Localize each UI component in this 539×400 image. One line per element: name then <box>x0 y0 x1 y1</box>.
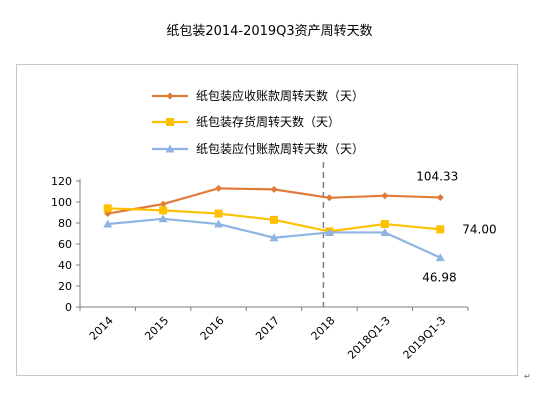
chart-frame <box>16 64 518 376</box>
legend-marker <box>165 144 175 153</box>
data-label: 74.00 <box>462 222 496 236</box>
data-point <box>325 194 333 202</box>
legend-marker <box>166 92 174 100</box>
x-tick-label: 2018 <box>309 314 338 343</box>
data-point <box>435 253 445 262</box>
data-point <box>324 227 334 236</box>
data-point <box>215 184 223 192</box>
x-tick-label: 2014 <box>87 314 116 343</box>
data-point <box>103 219 113 228</box>
data-point <box>381 192 389 200</box>
data-point <box>159 206 168 215</box>
y-tick-label: 120 <box>51 175 72 188</box>
data-label: 104.33 <box>416 169 458 183</box>
y-tick-label: 100 <box>51 196 72 209</box>
data-point <box>269 233 279 242</box>
data-point <box>270 185 278 193</box>
x-tick-label: 2018Q1-3 <box>345 314 393 362</box>
data-point <box>380 227 390 236</box>
legend-label: 纸包装应付账款周转天数（天） <box>196 141 364 156</box>
legend-label: 纸包装应收账款周转天数（天） <box>196 88 364 103</box>
data-label: 46.98 <box>422 271 456 285</box>
legend-marker <box>166 118 174 126</box>
data-point <box>214 209 223 218</box>
data-point <box>436 193 444 201</box>
data-point <box>436 225 445 234</box>
chart-title: 纸包装2014-2019Q3资产周转天数 <box>166 24 373 39</box>
y-tick-label: 20 <box>58 280 72 293</box>
data-point <box>380 220 389 229</box>
y-tick-label: 0 <box>65 301 72 314</box>
y-tick-label: 40 <box>58 259 72 272</box>
data-point <box>270 215 278 224</box>
x-tick-label: 2015 <box>142 314 171 343</box>
data-point <box>158 214 168 223</box>
x-tick-label: 2016 <box>198 314 227 343</box>
legend-label: 纸包装存货周转天数（天） <box>196 114 340 129</box>
data-point <box>103 204 112 213</box>
data-point <box>159 200 167 208</box>
y-tick-label: 80 <box>58 217 72 230</box>
x-tick-label: 2017 <box>253 314 282 343</box>
y-tick-label: 60 <box>58 238 72 251</box>
corner-mark: ↵ <box>524 372 531 381</box>
data-point <box>214 219 224 228</box>
x-tick-label: 2019Q1-3 <box>401 314 449 362</box>
